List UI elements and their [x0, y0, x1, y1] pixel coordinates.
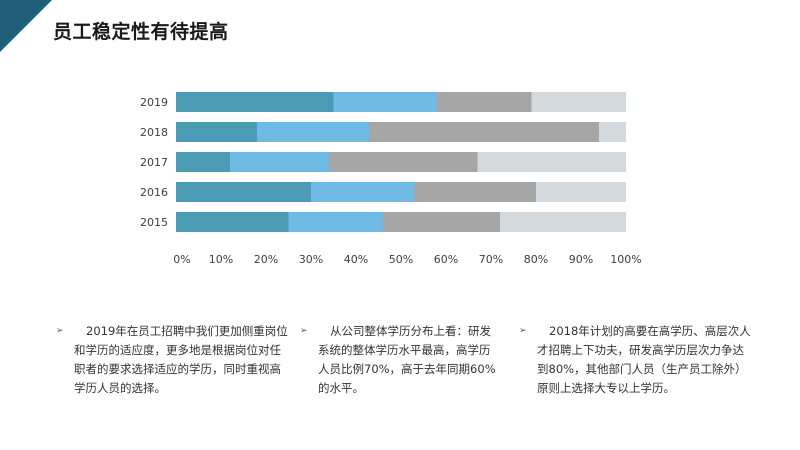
bar-2016-segment-1	[176, 182, 311, 202]
category-label-2016: 2016	[140, 186, 168, 199]
note-3: ➢ 2018年计划的高要在高学历、高层次人才招聘上下功夫，研发高学历层次力争达到…	[519, 322, 755, 398]
bar-2017-segment-4	[477, 152, 626, 172]
category-label-2015: 2015	[140, 216, 168, 229]
bar-2015-segment-3	[383, 212, 500, 232]
note-1: ➢ 2019年在员工招聘中我们更加侧重岗位和学历的适应度，更多地是根据岗位对任职…	[56, 322, 290, 398]
bar-2015-segment-4	[500, 212, 626, 232]
bar-2019-segment-3	[437, 92, 532, 112]
slide-title: 员工稳定性有待提高	[53, 21, 229, 43]
x-tick-label: 20%	[254, 253, 278, 266]
notes-section: ➢ 2019年在员工招聘中我们更加侧重岗位和学历的适应度，更多地是根据岗位对任职…	[0, 322, 800, 442]
bar-2017-segment-1	[176, 152, 230, 172]
category-label-2019: 2019	[140, 96, 168, 109]
x-tick-label: 50%	[389, 253, 413, 266]
note-3-text: 2018年计划的高要在高学历、高层次人才招聘上下功夫，研发高学历层次力争达到80…	[537, 324, 751, 395]
x-tick-label: 40%	[344, 253, 368, 266]
bullet-arrow-icon: ➢	[519, 326, 527, 336]
x-tick-label: 30%	[299, 253, 323, 266]
bar-2019-segment-4	[531, 92, 626, 112]
bar-2019-segment-2	[333, 92, 437, 112]
bar-2018-segment-2	[257, 122, 370, 142]
bar-2018-segment-1	[176, 122, 257, 142]
bar-2016-segment-2	[311, 182, 415, 202]
bar-2019-segment-1	[176, 92, 334, 112]
bar-2018-segment-4	[599, 122, 626, 142]
bar-2018-segment-3	[369, 122, 599, 142]
category-label-2017: 2017	[140, 156, 168, 169]
bullet-arrow-icon: ➢	[300, 326, 308, 336]
note-2: ➢ 从公司整体学历分布上看：研发系统的整体学历水平最高，高学历人员比例70%，高…	[300, 322, 496, 398]
note-2-text: 从公司整体学历分布上看：研发系统的整体学历水平最高，高学历人员比例70%，高于去…	[318, 324, 496, 395]
bar-2017-segment-2	[230, 152, 329, 172]
stacked-bar-chart: 2019 2018 2017 2016 2015 0% 10% 20% 30% 40% 50% 60%…	[140, 92, 642, 266]
x-tick-label: 10%	[209, 253, 233, 266]
bar-2017-segment-3	[329, 152, 478, 172]
bar-2015-segment-2	[288, 212, 383, 232]
bullet-arrow-icon: ➢	[56, 326, 64, 336]
x-tick-label: 90%	[569, 253, 593, 266]
bar-2016-segment-3	[414, 182, 536, 202]
x-tick-label: 0%	[173, 253, 190, 266]
category-label-2018: 2018	[140, 126, 168, 139]
bar-2015-segment-1	[176, 212, 289, 232]
corner-accent-shape	[0, 0, 52, 52]
note-1-text: 2019年在员工招聘中我们更加侧重岗位和学历的适应度，更多地是根据岗位对任职者的…	[74, 324, 288, 395]
bar-2016-segment-4	[536, 182, 626, 202]
x-tick-label: 100%	[610, 253, 641, 266]
x-tick-label: 80%	[524, 253, 548, 266]
x-tick-label: 70%	[479, 253, 503, 266]
x-tick-label: 60%	[434, 253, 458, 266]
